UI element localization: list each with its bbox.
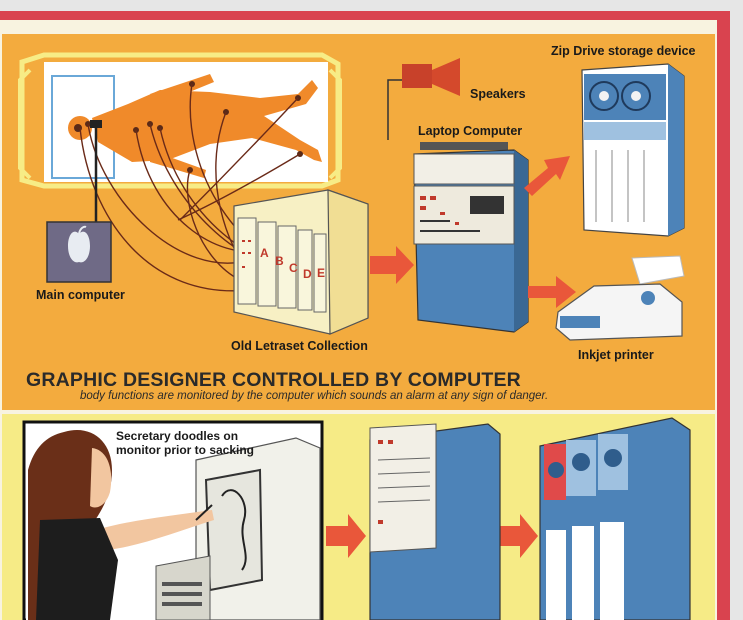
drawer-label-d: D [303, 267, 312, 281]
label-inkjet-printer: Inkjet printer [578, 348, 654, 362]
woman-dress [36, 518, 118, 620]
page-subheading: body functions are monitored by the comp… [80, 390, 549, 402]
drawer-label-b: B [275, 254, 284, 268]
bottom-tape-drives-illustration [539, 417, 691, 620]
label-speakers: Speakers [470, 87, 526, 101]
letraset-cabinet-illustration [233, 189, 369, 335]
drawer-label-c: C [289, 261, 298, 275]
speaker-illustration [387, 58, 460, 140]
page-heading: GRAPHIC DESIGNER CONTROLLED BY COMPUTER [26, 369, 521, 391]
zip-drive-illustration [581, 63, 685, 237]
inkjet-printer-illustration [555, 255, 685, 341]
caption-line-1: Secretary doodles on [116, 429, 239, 443]
label-letraset: Old Letraset Collection [231, 339, 368, 353]
apple-logo [68, 231, 90, 263]
arrows-bottom [326, 514, 538, 558]
secretary-caption: Secretary doodles on monitor prior to sa… [116, 429, 254, 457]
arrows-top [370, 156, 576, 308]
label-laptop-computer: Laptop Computer [418, 124, 523, 138]
label-main-computer: Main computer [36, 288, 125, 302]
laptop-computer-illustration [413, 142, 529, 333]
drawer-label-e: E [317, 266, 326, 280]
main-computer-illustration [46, 221, 112, 283]
secretary-illustration [22, 420, 324, 620]
wires [79, 83, 321, 292]
bottom-mainframe-illustration [369, 423, 501, 620]
drawer-label-a: A [260, 246, 269, 260]
label-zip-drive: Zip Drive storage device [551, 44, 696, 58]
caption-line-2: monitor prior to sacking [116, 443, 255, 457]
